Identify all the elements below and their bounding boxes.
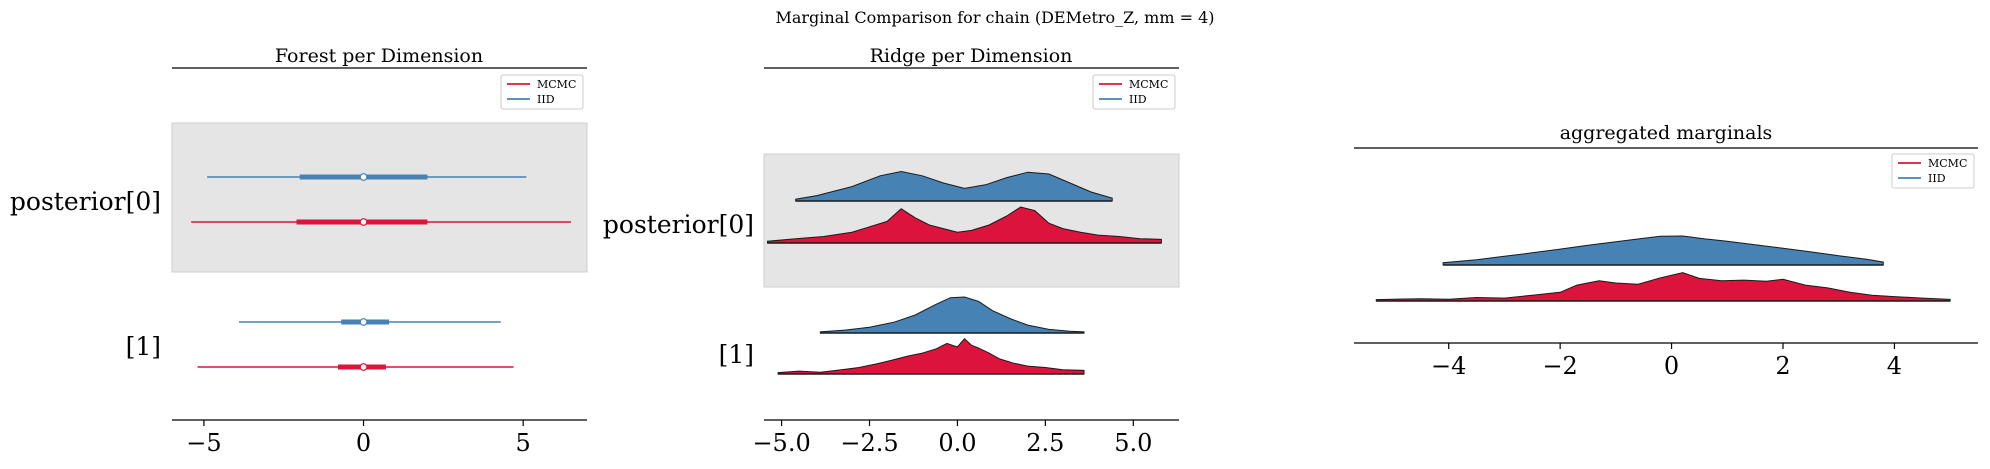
forest-iid-posterior0-median	[359, 173, 368, 181]
forest-title: Forest per Dimension	[275, 45, 483, 67]
forest-ytick-1: [1]	[126, 332, 161, 361]
ridge-xtick-label: −5.0	[752, 429, 810, 457]
aggregated-marks	[1375, 235, 1951, 302]
ridge-iid-dim1	[819, 296, 1085, 334]
aggregated-iid-ridge	[1442, 235, 1884, 266]
aggregated-xtick-label: −2	[1542, 352, 1577, 380]
aggregated-xtick-label: 2	[1775, 352, 1790, 380]
ridge-legend-mcmc-label: MCMC	[1129, 78, 1168, 91]
aggregated-x-ticks: −4 −2 0 2 4	[1431, 343, 1902, 380]
figure-suptitle: Marginal Comparison for chain (DEMetro_Z…	[775, 8, 1214, 27]
ridge-panel: Ridge per Dimension posterior[0] [1] −5.…	[603, 45, 1180, 457]
ridge-x-ticks: −5.0 −2.5 0.0 2.5 5.0	[752, 420, 1152, 457]
aggregated-title: aggregated marginals	[1560, 122, 1773, 144]
forest-iid-dim1-median	[359, 318, 368, 326]
forest-legend-iid-label: IID	[537, 93, 555, 106]
ridge-legend-iid-label: IID	[1129, 93, 1147, 106]
ridge-marks	[767, 170, 1162, 375]
ridge-title: Ridge per Dimension	[870, 45, 1073, 67]
aggregated-xtick-label: −4	[1431, 352, 1466, 380]
forest-mcmc-posterior0-median	[359, 218, 368, 226]
ridge-mcmc-dim1	[777, 337, 1085, 375]
ridge-xtick-label: 5.0	[1114, 429, 1152, 457]
ridge-xtick-label: −2.5	[840, 429, 898, 457]
ridge-xtick-label: 0.0	[938, 429, 976, 457]
forest-ytick-posterior0: posterior[0]	[10, 187, 161, 216]
forest-shade-posterior0	[171, 122, 588, 273]
forest-xtick-label: 5	[516, 429, 531, 457]
aggregated-xtick-label: 4	[1887, 352, 1902, 380]
forest-xtick-label: 0	[356, 429, 371, 457]
ridge-ytick-1: [1]	[719, 340, 754, 369]
aggregated-legend-mcmc-label: MCMC	[1928, 157, 1967, 170]
ridge-legend: MCMC IID	[1092, 74, 1176, 110]
ridge-shade-posterior0	[763, 153, 1180, 288]
ridge-xtick-label: 2.5	[1026, 429, 1064, 457]
aggregated-legend: MCMC IID	[1891, 153, 1975, 189]
ridge-mcmc-posterior0	[767, 206, 1162, 244]
aggregated-xtick-label: 0	[1664, 352, 1679, 380]
forest-legend: MCMC IID	[500, 74, 584, 110]
forest-legend-mcmc-label: MCMC	[537, 78, 576, 91]
ridge-ytick-posterior0: posterior[0]	[603, 210, 754, 239]
forest-marks	[191, 173, 572, 371]
forest-xtick-label: −5	[186, 429, 221, 457]
aggregated-panel: aggregated marginals −4 −2 0 2 4 MCMC IID	[1354, 122, 1978, 380]
aggregated-legend-iid-label: IID	[1928, 172, 1946, 185]
forest-mcmc-dim1-median	[359, 363, 368, 371]
forest-x-ticks: −5 0 5	[186, 420, 531, 457]
forest-panel: Forest per Dimension posterior[0] [1] −5…	[10, 45, 588, 457]
ridge-iid-posterior0	[795, 170, 1113, 202]
aggregated-mcmc-ridge	[1375, 272, 1951, 302]
